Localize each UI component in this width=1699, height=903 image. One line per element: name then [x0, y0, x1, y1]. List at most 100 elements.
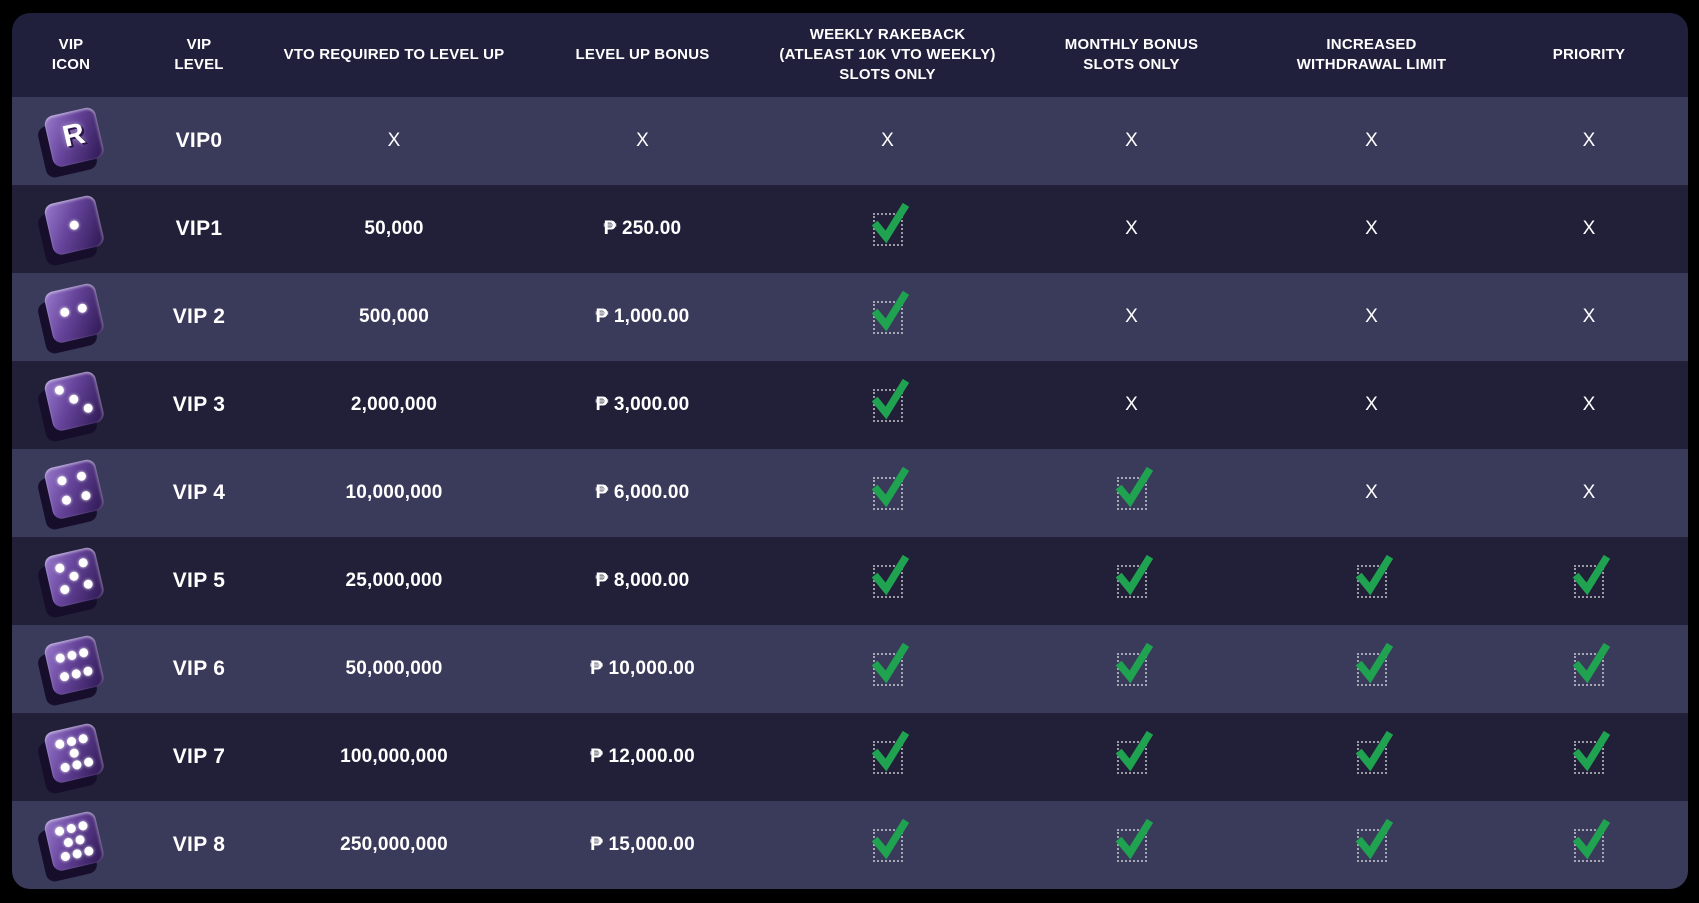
x-mark: X — [1365, 218, 1378, 239]
checkbox — [871, 466, 909, 510]
cell-vto: X — [268, 130, 520, 152]
checkbox — [1355, 554, 1393, 598]
checkbox — [871, 202, 909, 246]
table-row: VIP 2 500,000 ₱ 1,000.00 X X X — [12, 273, 1688, 361]
green-check-icon — [1115, 466, 1153, 507]
cell-priority: X — [1490, 306, 1688, 328]
die-pip — [70, 668, 82, 680]
table-row: VIP 7 100,000,000 ₱ 12,000.00 — [12, 713, 1688, 801]
green-check-icon — [871, 202, 909, 243]
checkbox — [1572, 730, 1611, 774]
cell-monthly — [1010, 818, 1253, 862]
die-pip — [68, 394, 80, 406]
checkbox — [1572, 818, 1611, 862]
die-pip — [59, 851, 71, 863]
x-mark: X — [1125, 306, 1138, 327]
checkbox — [1572, 642, 1611, 686]
checkbox — [871, 642, 909, 686]
vip-die-4-pips-icon — [43, 457, 106, 521]
checkbox — [871, 378, 909, 422]
bonus-value: ₱ 1,000.00 — [595, 306, 690, 327]
cell-vto: 100,000,000 — [268, 746, 520, 768]
green-check-icon — [1115, 554, 1153, 595]
die-pip — [53, 385, 65, 397]
x-mark: X — [1582, 482, 1596, 503]
cell-bonus: ₱ 8,000.00 — [520, 570, 765, 592]
vto-value: 100,000,000 — [340, 746, 448, 767]
x-mark: X — [1125, 394, 1138, 415]
die-pip — [66, 649, 78, 661]
die-pip — [56, 474, 67, 486]
cell-monthly — [1010, 554, 1253, 598]
cell-weekly — [765, 202, 1010, 246]
x-mark: X — [1125, 130, 1138, 151]
cell-monthly: X — [1010, 218, 1253, 240]
cell-vto: 250,000,000 — [268, 834, 520, 856]
cell-weekly — [765, 290, 1010, 334]
table-body: R VIP0 X X X X X X VIP1 50,000 ₱ 250.00 X X X VIP 2 500… — [12, 97, 1688, 889]
cell-withdrawal — [1253, 554, 1490, 598]
table-row: R VIP0 X X X X X X — [12, 97, 1688, 185]
cell-vip-level: VIP1 — [130, 217, 268, 241]
vip-level-label: VIP 4 — [172, 481, 226, 504]
x-mark: X — [1582, 306, 1596, 327]
die-pip — [83, 756, 95, 768]
vip-level-label: VIP 5 — [172, 569, 226, 592]
bonus-value: ₱ 10,000.00 — [590, 658, 695, 679]
green-check-icon — [1572, 642, 1611, 683]
green-check-icon — [1572, 730, 1611, 771]
vip-die-8-pips-icon — [43, 809, 106, 873]
checkbox — [1355, 818, 1393, 862]
die-pip — [62, 837, 74, 848]
cell-monthly — [1010, 642, 1253, 686]
die-pip — [82, 579, 94, 591]
green-check-icon — [1115, 730, 1153, 771]
vip-die-r-icon: R — [43, 105, 106, 169]
x-mark: X — [881, 130, 894, 151]
green-check-icon — [1572, 554, 1611, 595]
green-check-icon — [1355, 554, 1393, 595]
cell-priority: X — [1490, 482, 1688, 504]
cell-withdrawal — [1253, 642, 1490, 686]
bonus-value: ₱ 8,000.00 — [595, 570, 690, 591]
green-check-icon — [1115, 818, 1153, 859]
cell-vip-level: VIP 4 — [130, 481, 268, 505]
checkbox — [871, 730, 909, 774]
die-pip — [54, 652, 66, 664]
header-cell-weekly: WEEKLY RAKEBACK (ATLEAST 10K VTO WEEKLY)… — [779, 26, 996, 83]
die-pip — [68, 747, 80, 759]
checkbox — [871, 290, 909, 334]
die-pip — [53, 825, 65, 837]
checkbox — [1115, 642, 1153, 686]
cell-weekly — [765, 642, 1010, 686]
table-row: VIP 6 50,000,000 ₱ 10,000.00 — [12, 625, 1688, 713]
vip-level-label: VIP0 — [175, 129, 223, 152]
die-pip — [83, 845, 95, 857]
cell-bonus: ₱ 6,000.00 — [520, 482, 765, 504]
green-check-icon — [871, 378, 909, 419]
vip-level-label: VIP1 — [175, 217, 223, 240]
checkbox — [1355, 730, 1393, 774]
vto-value: 10,000,000 — [345, 482, 443, 503]
vip-level-label: VIP 2 — [172, 305, 226, 328]
die-pip — [68, 219, 80, 231]
checkbox — [871, 554, 909, 598]
green-check-icon — [871, 290, 909, 331]
vto-value: 50,000 — [364, 218, 424, 239]
cell-withdrawal — [1253, 818, 1490, 862]
bonus-value: ₱ 15,000.00 — [590, 834, 695, 855]
cell-bonus: ₱ 1,000.00 — [520, 306, 765, 328]
checkbox — [1572, 554, 1611, 598]
die-pip — [78, 646, 90, 658]
die-pip — [59, 306, 71, 318]
cell-weekly — [765, 466, 1010, 510]
die-pip — [74, 834, 86, 846]
cell-withdrawal: X — [1253, 130, 1490, 152]
cell-weekly — [765, 730, 1010, 774]
cell-vto: 25,000,000 — [268, 570, 520, 592]
cell-vip-level: VIP 8 — [130, 833, 268, 857]
die-pip — [78, 733, 90, 745]
cell-monthly — [1010, 466, 1253, 510]
die-pip — [81, 490, 92, 502]
vip-die-3-pips-icon — [43, 369, 106, 433]
